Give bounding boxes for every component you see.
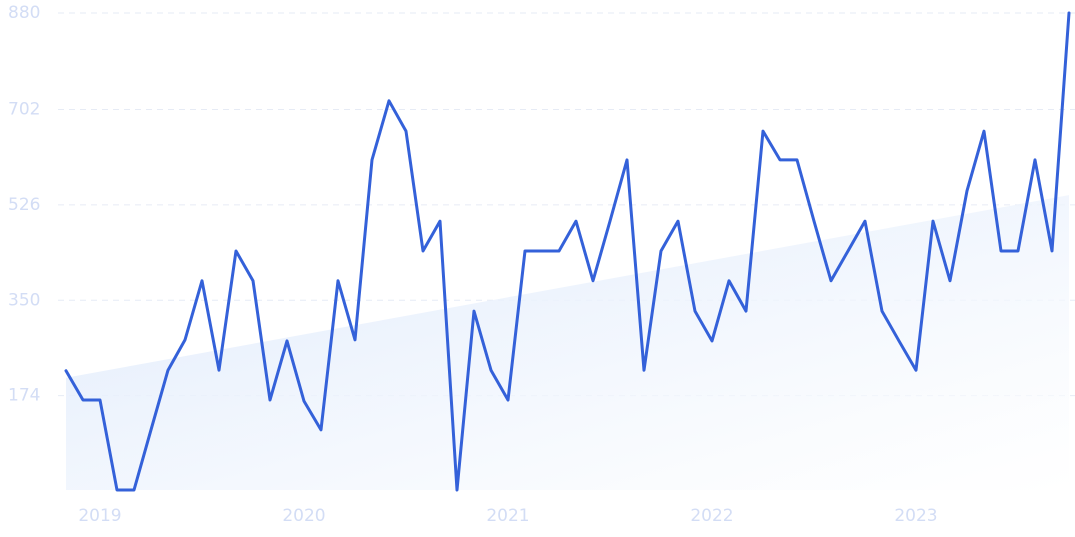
y-tick-label: 350 <box>8 290 40 310</box>
y-tick-label: 702 <box>8 99 40 119</box>
x-tick-label: 2021 <box>486 506 529 526</box>
x-tick-label: 2019 <box>78 506 121 526</box>
x-tick-label: 2023 <box>894 506 937 526</box>
trend-area <box>66 195 1069 491</box>
y-tick-label: 880 <box>8 3 40 23</box>
data-line <box>64 11 1071 492</box>
x-tick-label: 2020 <box>282 506 325 526</box>
y-tick-label: 526 <box>8 195 40 215</box>
x-tick-label: 2022 <box>690 506 733 526</box>
y-tick-label: 174 <box>8 386 40 406</box>
